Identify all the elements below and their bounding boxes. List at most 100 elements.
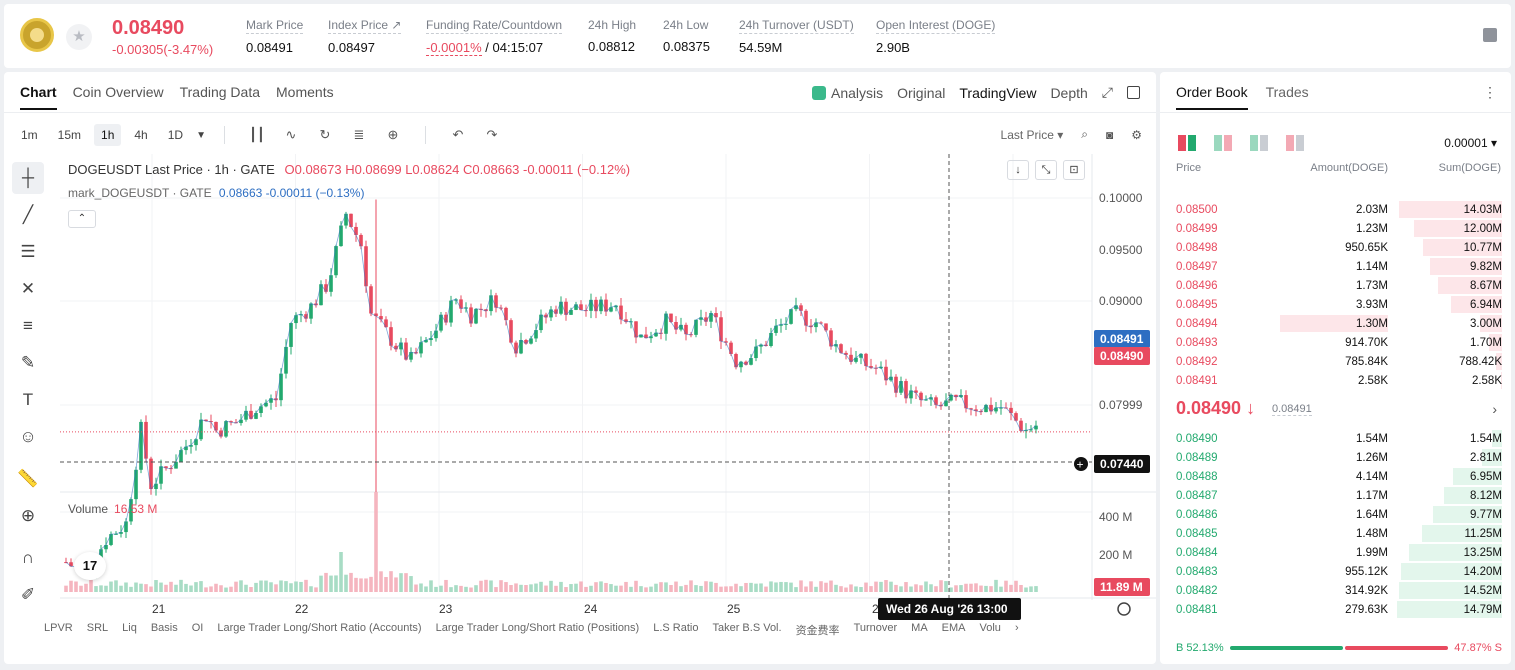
favorite-star-icon[interactable]: ★	[66, 24, 92, 50]
brush-icon[interactable]: ✎	[20, 353, 36, 372]
ruler-icon[interactable]: 📏	[17, 469, 39, 488]
volume-bar	[714, 582, 718, 592]
interval-15m[interactable]: 15m	[57, 128, 82, 142]
stat-index-price[interactable]: Index Price ↗ 0.08497	[328, 18, 402, 55]
add-indicator-icon[interactable]: ⊕	[387, 127, 399, 142]
bid-row[interactable]: 0.08483 955.12K 14.20M	[1176, 562, 1502, 581]
tab-moments[interactable]: Moments	[276, 84, 334, 100]
tab-trading-data[interactable]: Trading Data	[179, 84, 261, 100]
ask-row[interactable]: 0.08495 3.93M 6.94M	[1176, 295, 1502, 314]
crosshair-icon[interactable]: ┼	[12, 162, 44, 194]
bid-row[interactable]: 0.08489 1.26M 2.81M	[1176, 448, 1502, 467]
trend-line-icon[interactable]: ╱	[22, 205, 34, 224]
indicator-tab[interactable]: Basis	[150, 622, 178, 634]
bid-row[interactable]: 0.08487 1.17M 8.12M	[1176, 486, 1502, 505]
tab-trades[interactable]: Trades	[1265, 84, 1309, 100]
chevron-right-icon[interactable]: ›	[1492, 401, 1497, 417]
more-icon[interactable]: ⋮	[1483, 84, 1497, 100]
bid-row[interactable]: 0.08488 4.14M 6.95M	[1176, 467, 1502, 486]
candle-type-icon[interactable]: ┃┃	[249, 127, 265, 142]
ask-row[interactable]: 0.08497 1.14M 9.82M	[1176, 257, 1502, 276]
indicator-tab[interactable]: Turnover	[853, 622, 898, 634]
interval-1m[interactable]: 1m	[21, 128, 38, 142]
collapse-icon[interactable]: ⤡	[1035, 160, 1057, 180]
stat-24h-turnover[interactable]: 24h Turnover (USDT) 54.59M	[739, 18, 854, 55]
bid-row[interactable]: 0.08490 1.54M 1.54M	[1176, 429, 1502, 448]
templates-icon[interactable]: ≣	[353, 127, 365, 142]
indicator-tab[interactable]: LPVR	[44, 622, 73, 634]
indicator-tab[interactable]: 资金费率	[795, 625, 840, 637]
window-icon[interactable]	[1127, 86, 1140, 99]
ask-row[interactable]: 0.08491 2.58K 2.58K	[1176, 371, 1502, 390]
precision-select[interactable]: 0.00001 ▾	[1444, 136, 1497, 150]
tab-depth[interactable]: Depth	[1050, 84, 1088, 101]
bid-row[interactable]: 0.08482 314.92K 14.52M	[1176, 581, 1502, 600]
indicator-tab[interactable]: MA	[911, 622, 928, 634]
refresh-icon[interactable]: ↻	[319, 127, 331, 142]
stat-mark-price[interactable]: Mark Price 0.08491	[246, 18, 304, 55]
stat-open-interest[interactable]: Open Interest (DOGE) 2.90B	[876, 18, 996, 55]
volume-bar	[784, 582, 788, 592]
horizontal-lines-icon[interactable]: ☰	[20, 242, 36, 261]
gear-icon[interactable]: ⚙	[1131, 127, 1142, 142]
tab-original[interactable]: Original	[897, 84, 946, 101]
book-icon[interactable]	[1483, 28, 1497, 42]
interval-4h[interactable]: 4h	[134, 128, 148, 142]
ask-row[interactable]: 0.08496 1.73M 8.67M	[1176, 276, 1502, 295]
magnet-icon[interactable]: ∩	[21, 548, 35, 567]
bid-row[interactable]: 0.08485 1.48M 11.25M	[1176, 524, 1502, 543]
interval-1h[interactable]: 1h	[94, 124, 122, 146]
bid-row[interactable]: 0.08481 279.63K 14.79M	[1176, 600, 1502, 619]
emoji-icon[interactable]: ☺	[19, 427, 37, 446]
volume-bar	[664, 582, 668, 592]
stat-funding-rate[interactable]: Funding Rate/Countdown -0.0001% / 04:15:…	[426, 18, 563, 56]
bid-row[interactable]: 0.08486 1.64M 9.77M	[1176, 505, 1502, 524]
ask-row[interactable]: 0.08500 2.03M 14.03M	[1176, 200, 1502, 219]
indicator-tab[interactable]: EMA	[941, 622, 966, 634]
ask-row[interactable]: 0.08498 950.65K 10.77M	[1176, 238, 1502, 257]
mode-asks-icon[interactable]	[1286, 135, 1304, 151]
indicator-tab[interactable]: Volu	[979, 622, 1001, 634]
tab-tradingview[interactable]: TradingView	[959, 84, 1037, 101]
indicator-tab[interactable]: L.S Ratio	[653, 622, 699, 634]
pencil-icon[interactable]: ✐	[20, 585, 36, 604]
zoom-in-icon[interactable]: ⊕	[20, 506, 36, 525]
pattern-icon[interactable]: ✕	[20, 279, 36, 298]
tab-chart[interactable]: Chart	[20, 84, 57, 110]
collapse-legend-button[interactable]: ⌃	[68, 210, 96, 228]
indicator-tab[interactable]: Taker B.S Vol.	[712, 622, 782, 634]
indicator-tab[interactable]: OI	[191, 622, 204, 634]
redo-icon[interactable]: ↷	[486, 127, 498, 142]
tab-coin-overview[interactable]: Coin Overview	[72, 84, 164, 100]
indicator-tab[interactable]: Large Trader Long/Short Ratio (Accounts)	[217, 622, 422, 634]
expand-icon[interactable]: ⤢	[1101, 84, 1113, 100]
fib-icon[interactable]: ≡	[23, 316, 33, 335]
indicator-tab[interactable]: Liq	[122, 622, 137, 634]
tradingview-logo[interactable]: 17	[74, 552, 106, 580]
price-type-select[interactable]: Last Price ▾	[1000, 127, 1064, 142]
bid-row[interactable]: 0.08484 1.99M 13.25M	[1176, 543, 1502, 562]
chevron-right-icon[interactable]: ›	[1014, 622, 1019, 634]
ask-row[interactable]: 0.08499 1.23M 12.00M	[1176, 219, 1502, 238]
ask-row[interactable]: 0.08494 1.30M 3.00M	[1176, 314, 1502, 333]
candle-body	[394, 345, 398, 350]
ask-row[interactable]: 0.08493 914.70K 1.70M	[1176, 333, 1502, 352]
camera-icon[interactable]: ◙	[1105, 127, 1114, 142]
tab-order-book[interactable]: Order Book	[1176, 84, 1248, 110]
interval-1d[interactable]: 1D	[167, 128, 184, 142]
search-icon[interactable]: ⌕	[1081, 127, 1088, 141]
mode-both-icon[interactable]	[1178, 135, 1196, 151]
candlestick-chart[interactable]: 0.10000 0.09500 0.09000 0.07999 400 M 200 M 0.…	[4, 72, 1156, 664]
interval-dropdown-icon[interactable]: ▼	[196, 129, 206, 141]
tab-analysis[interactable]: Analysis	[812, 85, 883, 101]
indicator-tab[interactable]: Large Trader Long/Short Ratio (Positions…	[435, 622, 640, 634]
mode-both-alt-icon[interactable]	[1214, 135, 1232, 151]
indicator-tab[interactable]: SRL	[86, 622, 109, 634]
ask-row[interactable]: 0.08492 785.84K 788.42K	[1176, 352, 1502, 371]
scroll-down-icon[interactable]: ↓	[1007, 160, 1029, 180]
text-icon[interactable]: T	[22, 390, 34, 409]
indicators-icon[interactable]: ∿	[285, 127, 297, 142]
mode-bids-icon[interactable]	[1250, 135, 1268, 151]
undo-icon[interactable]: ↶	[452, 127, 464, 142]
maximize-icon[interactable]: ⊡	[1063, 160, 1085, 180]
